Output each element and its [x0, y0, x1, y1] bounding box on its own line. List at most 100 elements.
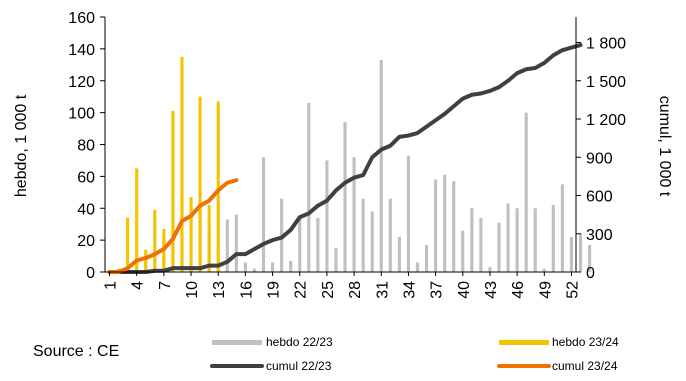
bars-hebdo-22-23 [126, 60, 592, 273]
bar-hebdo-22-23-week-49 [542, 268, 546, 272]
x-tick-label: 1 [103, 281, 120, 290]
bar-hebdo-22-23-week-43 [488, 267, 492, 272]
x-tick-label: 13 [211, 281, 228, 299]
bar-hebdo-22-23-week-42 [479, 217, 483, 272]
x-tick-label: 34 [401, 281, 418, 299]
right-tick-label: 600 [586, 189, 613, 206]
bar-hebdo-23-24-week-12 [207, 205, 211, 272]
left-tick-label: 80 [77, 138, 95, 155]
bar-hebdo-23-24-week-8 [171, 111, 175, 272]
bar-hebdo-22-23-week-35 [415, 262, 420, 272]
bar-hebdo-23-24-week-13 [216, 101, 220, 272]
x-tick-label: 22 [293, 281, 310, 299]
bar-hebdo-23-24-week-6 [153, 209, 157, 272]
x-tick-label: 28 [347, 281, 364, 299]
x-tick-label: 43 [483, 281, 500, 299]
x-tick-label: 16 [238, 281, 255, 299]
bar-hebdo-22-23-week-30 [370, 211, 374, 272]
x-tick-label: 4 [130, 281, 147, 290]
bar-hebdo-22-23-week-23 [307, 103, 311, 272]
left-tick-label: 40 [77, 201, 95, 218]
bar-hebdo-22-23-week-48 [533, 208, 537, 272]
legend: hebdo 22/23 hebdo 23/24 cumul 22/23 cumu… [210, 335, 619, 373]
bar-hebdo-23-24-week-5 [144, 249, 148, 272]
bar-hebdo-22-23-week-32 [388, 198, 392, 272]
bar-hebdo-22-23-week-24 [316, 217, 320, 272]
source-note: Source : CE [33, 343, 120, 360]
line-cumul-23-24 [107, 178, 239, 274]
line-cumul-22-23 [107, 43, 583, 274]
bar-hebdo-22-23-week-18 [261, 157, 266, 272]
x-tick-label: 25 [320, 281, 337, 299]
right-axis-ticks: 0 300 600 900 1 200 1 500 1 800 [576, 36, 626, 282]
legend-label-cumul-23-24: cumul 23/24 [552, 359, 618, 373]
bar-hebdo-22-23-week-27 [343, 122, 347, 272]
left-axis-title: hebdo, 1 000 t [13, 94, 30, 197]
bar-hebdo-22-23-week-44 [497, 222, 501, 272]
bar-hebdo-22-23-week-38 [443, 174, 447, 272]
left-tick-label: 100 [68, 106, 95, 123]
x-tick-label: 10 [184, 281, 201, 299]
x-axis-ticks: 1 4 7 10 13 16 19 22 25 28 31 34 37 40 43 46 49 52 [103, 272, 581, 299]
bar-hebdo-22-23-week-52 [569, 236, 574, 272]
legend-swatch-hebdo-22-23 [212, 340, 262, 345]
bar-hebdo-22-23-week-37 [434, 179, 438, 272]
right-tick-label: 300 [586, 227, 613, 244]
bar-hebdo-22-23-week-28 [352, 157, 356, 272]
bar-hebdo-22-23-week-31 [379, 60, 383, 272]
bar-hebdo-22-23-week-50 [551, 205, 555, 272]
left-tick-label: 160 [68, 10, 95, 27]
bar-hebdo-22-23-week-34 [406, 155, 411, 272]
legend-swatch-hebdo-23-24 [499, 340, 549, 345]
bar-hebdo-22-23-week-22 [298, 219, 302, 272]
left-tick-label: 140 [68, 42, 95, 59]
right-tick-label: 900 [586, 150, 613, 167]
bar-hebdo-22-23-week-39 [452, 181, 456, 272]
right-tick-label: 1 200 [586, 112, 626, 129]
legend-label-hebdo-22-23: hebdo 22/23 [266, 335, 333, 349]
x-tick-label: 19 [266, 281, 283, 299]
bar-hebdo-22-23-week-17 [252, 268, 257, 272]
cumulative-lines [107, 43, 583, 274]
left-tick-label: 0 [86, 265, 95, 282]
bar-hebdo-22-23-week-26 [334, 248, 338, 272]
bar-hebdo-23-24-week-9 [180, 56, 184, 273]
bar-hebdo-22-23-week-19 [270, 262, 275, 272]
left-tick-label: 20 [77, 233, 95, 250]
bar-hebdo-22-23-week-47 [524, 112, 528, 273]
bar-hebdo-22-23-week-45 [506, 203, 510, 272]
bar-hebdo-22-23-week-46 [515, 208, 519, 272]
legend-label-hebdo-23-24: hebdo 23/24 [552, 335, 619, 349]
bar-hebdo-22-23-week-14 [225, 219, 229, 272]
bar-hebdo-22-23-week-40 [461, 230, 465, 272]
left-tick-label: 60 [77, 169, 95, 186]
bar-hebdo-23-24-week-11 [198, 96, 202, 272]
left-axis-ticks: 0 20 40 60 80 100 120 140 160 [68, 10, 105, 282]
bar-hebdo-22-23-week-21 [289, 260, 293, 272]
bar-hebdo-22-23-week-29 [361, 198, 365, 272]
bar-hebdo-22-23-week-51 [560, 184, 564, 272]
x-tick-label: 37 [429, 281, 446, 299]
left-tick-label: 120 [68, 74, 95, 91]
bar-hebdo-22-23-week-undefined [578, 233, 583, 272]
bar-hebdo-22-23-week-25 [325, 160, 329, 272]
x-tick-label: 46 [510, 281, 527, 299]
right-tick-label: 0 [586, 265, 595, 282]
x-tick-label: 49 [537, 281, 554, 299]
bar-hebdo-22-23-week-undefined [588, 244, 592, 272]
bar-hebdo-22-23-week-33 [397, 236, 401, 272]
x-tick-label: 40 [456, 281, 473, 299]
bar-hebdo-23-24-week-10 [189, 197, 193, 272]
x-tick-label: 52 [564, 281, 581, 299]
bar-hebdo-23-24-week-3 [126, 217, 130, 272]
right-axis-title: cumul, 1 000 t [656, 96, 673, 197]
bar-hebdo-22-23-week-16 [243, 262, 247, 272]
right-tick-label: 1 500 [586, 74, 626, 91]
bars-hebdo-23-24 [107, 56, 220, 273]
bar-hebdo-22-23-week-36 [424, 244, 429, 272]
legend-label-cumul-22-23: cumul 22/23 [266, 359, 332, 373]
bar-hebdo-22-23-week-15 [234, 214, 238, 273]
right-tick-label: 1 800 [586, 36, 626, 53]
bar-hebdo-23-24-week-4 [135, 168, 139, 272]
